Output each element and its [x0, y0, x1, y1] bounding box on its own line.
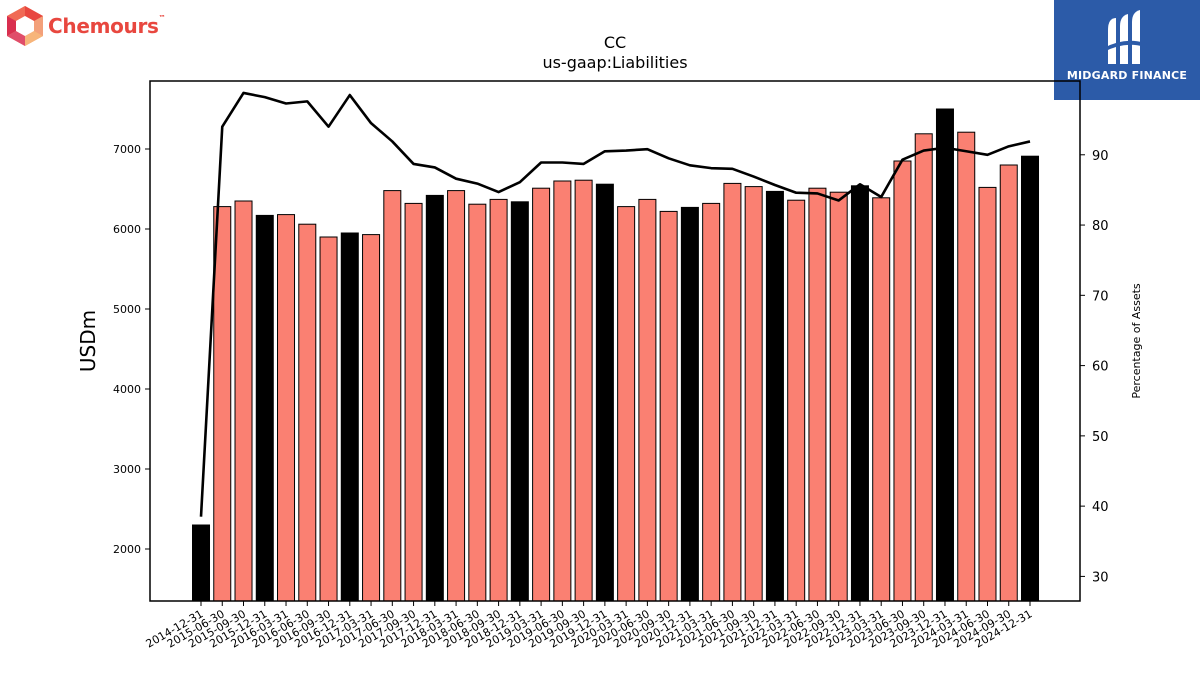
bar-2020-09-30	[659, 210, 678, 602]
bar-2023-09-30	[914, 133, 933, 602]
bar-2015-06-30	[213, 206, 232, 602]
bar-2018-06-30	[468, 203, 487, 602]
bar-2021-03-31	[702, 202, 721, 602]
midgard-wordmark: MIDGARD FINANCE	[1066, 69, 1188, 82]
bar-2021-06-30	[723, 182, 742, 602]
bar-2016-12-31	[340, 232, 359, 602]
bar-2018-03-31	[447, 190, 466, 602]
percentage-line	[199, 91, 1031, 517]
midgard-finance-logo: MIDGARD FINANCE	[1054, 0, 1200, 100]
bar-2017-12-31	[425, 194, 444, 602]
bar-2023-06-30	[893, 160, 912, 602]
y2-tick-label: 60	[1092, 360, 1109, 375]
bar-2020-03-31	[617, 206, 636, 602]
bar-2021-12-31	[765, 190, 784, 602]
bar-2018-12-31	[510, 201, 529, 602]
bar-2024-03-31	[957, 131, 976, 602]
bar-2015-12-31	[255, 214, 274, 602]
bar-2016-03-31	[277, 214, 296, 602]
bar-2024-06-30	[978, 186, 997, 602]
bar-2018-09-30	[489, 198, 508, 602]
y-tick-label: 6000	[113, 223, 141, 236]
bar-2019-03-31	[532, 187, 551, 602]
bar-2024-12-31	[1021, 155, 1040, 602]
y2-tick-label: 70	[1092, 289, 1109, 304]
plot-frame	[149, 80, 1081, 602]
line-series	[199, 91, 1031, 517]
bar-2024-09-30	[999, 164, 1018, 602]
bar-2019-12-31	[595, 183, 614, 602]
bar-2022-09-30	[829, 191, 848, 602]
bar-2015-09-30	[234, 200, 253, 602]
bar-2016-09-30	[319, 236, 338, 602]
bar-2017-09-30	[404, 202, 423, 602]
bar-2014-12-31	[192, 524, 211, 602]
bar-2022-03-31	[787, 199, 806, 602]
bar-2017-03-31	[362, 234, 381, 602]
chemours-mark-icon	[7, 6, 43, 46]
bars	[192, 108, 1040, 602]
y-tick-label: 4000	[113, 383, 141, 396]
chart-title: CC	[604, 33, 626, 52]
y2-tick-label: 90	[1092, 149, 1109, 164]
bar-2016-06-30	[298, 223, 317, 602]
chart-subtitle: us-gaap:Liabilities	[542, 53, 687, 72]
y2-axis-label: Percentage of Assets	[1130, 283, 1143, 399]
bar-2020-12-31	[680, 206, 699, 602]
bar-2021-09-30	[744, 186, 763, 602]
y-tick-label: 2000	[113, 543, 141, 556]
midgard-mark-icon	[1104, 10, 1148, 64]
y2-tick-label: 80	[1092, 219, 1109, 234]
bar-2022-12-31	[850, 185, 869, 602]
y-tick-label: 7000	[113, 143, 141, 156]
y2-tick-label: 50	[1092, 430, 1109, 445]
bar-2023-03-31	[872, 197, 891, 602]
y-tick-label: 3000	[113, 463, 141, 476]
y-axis-label: USDm	[76, 310, 100, 372]
chemours-logo: Chemours™	[6, 4, 166, 48]
y-tick-label: 5000	[113, 303, 141, 316]
bar-2023-12-31	[935, 108, 954, 602]
y2-tick-label: 40	[1092, 500, 1109, 515]
bar-2019-06-30	[553, 180, 572, 602]
y2-tick-label: 30	[1092, 570, 1109, 585]
bar-2020-06-30	[638, 198, 657, 602]
bar-2019-09-30	[574, 179, 593, 602]
bar-2017-06-30	[383, 190, 402, 602]
chemours-wordmark: Chemours™	[48, 14, 166, 38]
bar-2022-06-30	[808, 187, 827, 602]
